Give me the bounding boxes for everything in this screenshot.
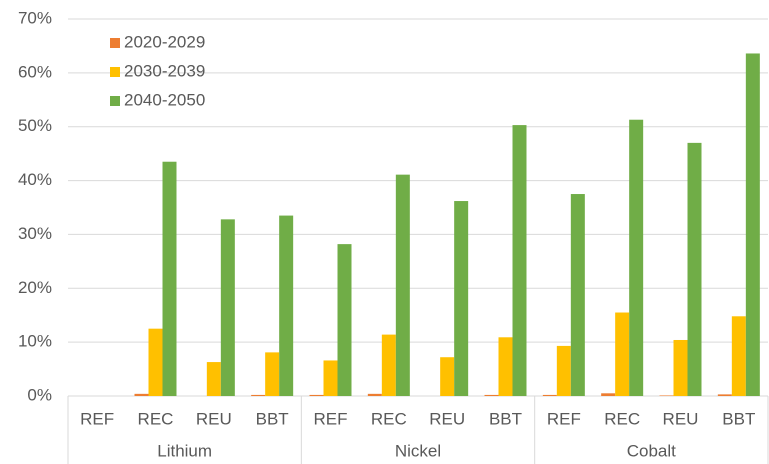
bar xyxy=(687,142,702,396)
x-tick-label: REU xyxy=(196,409,232,428)
x-tick-label: REF xyxy=(314,409,348,428)
bar xyxy=(454,201,469,396)
group-label: Cobalt xyxy=(627,441,676,460)
x-tick-label: BBT xyxy=(489,409,522,428)
bar xyxy=(279,215,294,396)
bar xyxy=(659,395,674,396)
legend-label: 2030-2039 xyxy=(124,61,205,80)
x-tick-label: REU xyxy=(663,409,699,428)
legend-swatch xyxy=(110,96,120,106)
x-tick-label: REC xyxy=(604,409,640,428)
y-tick-label: 50% xyxy=(18,116,52,135)
y-tick-label: 30% xyxy=(18,224,52,243)
bar xyxy=(498,337,513,396)
bar xyxy=(337,244,352,396)
y-tick-label: 40% xyxy=(18,170,52,189)
x-tick-label: REF xyxy=(547,409,581,428)
x-tick-label: BBT xyxy=(256,409,289,428)
bar xyxy=(512,125,527,396)
legend-swatch xyxy=(110,67,120,77)
legend-label: 2020-2029 xyxy=(124,32,205,51)
group-label: Lithium xyxy=(157,441,212,460)
bar xyxy=(162,161,177,396)
bar xyxy=(615,312,630,396)
bar xyxy=(220,219,235,396)
bar xyxy=(134,393,149,396)
bar xyxy=(323,360,338,396)
bar xyxy=(148,328,163,396)
bar xyxy=(381,334,396,396)
group-label: Nickel xyxy=(395,441,441,460)
bar xyxy=(265,352,280,396)
bar xyxy=(367,393,382,396)
y-tick-label: 0% xyxy=(27,385,52,404)
y-tick-label: 60% xyxy=(18,62,52,81)
bar xyxy=(395,174,410,396)
legend-label: 2040-2050 xyxy=(124,90,205,109)
bar xyxy=(556,345,571,396)
bar xyxy=(251,394,266,396)
bar xyxy=(717,394,732,396)
bar xyxy=(309,394,324,396)
bar xyxy=(570,194,585,396)
bar xyxy=(629,119,644,396)
x-tick-label: BBT xyxy=(722,409,755,428)
bar xyxy=(673,339,688,396)
bar xyxy=(440,357,455,396)
bar xyxy=(206,362,221,396)
bar xyxy=(542,394,557,396)
x-tick-label: REU xyxy=(429,409,465,428)
bar xyxy=(745,53,760,397)
bar xyxy=(731,316,746,396)
x-tick-label: REC xyxy=(371,409,407,428)
x-tick-label: REF xyxy=(80,409,114,428)
y-tick-label: 10% xyxy=(18,332,52,351)
bar xyxy=(601,393,616,396)
x-tick-label: REC xyxy=(138,409,174,428)
y-tick-label: 20% xyxy=(18,278,52,297)
legend-swatch xyxy=(110,38,120,48)
y-tick-label: 70% xyxy=(18,8,52,27)
bar xyxy=(484,394,499,396)
